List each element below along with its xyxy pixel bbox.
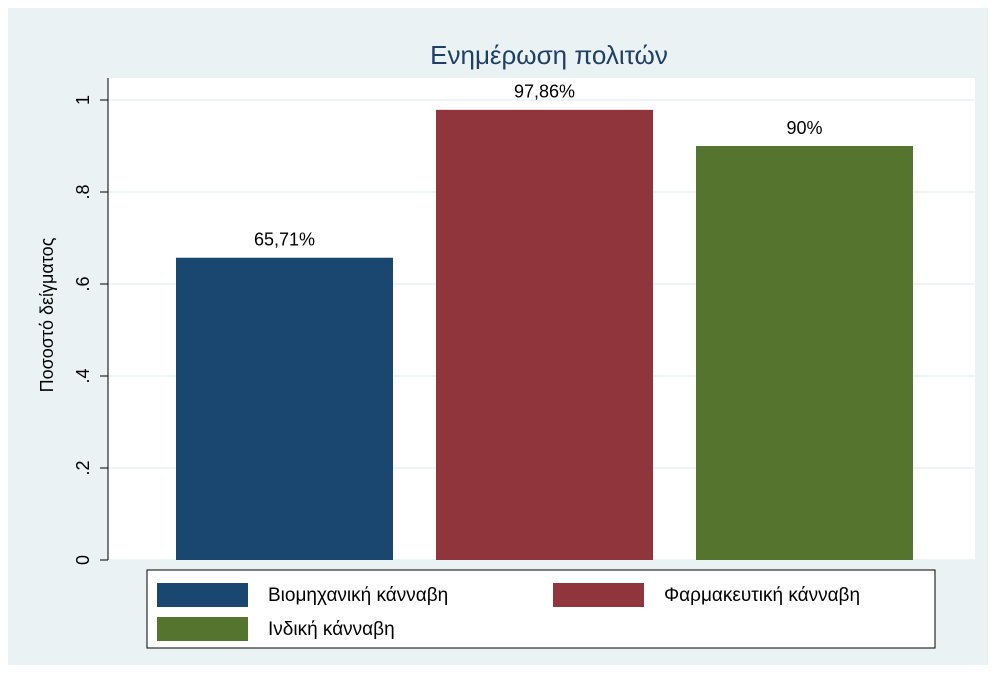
bar <box>436 109 653 561</box>
legend-swatch <box>157 617 248 641</box>
y-tick-label: 0 <box>73 555 93 565</box>
legend-label: Ινδική κάνναβη <box>268 619 395 640</box>
y-tick-label: .8 <box>73 184 93 199</box>
legend-swatch <box>157 583 248 607</box>
y-tick-label: .4 <box>73 368 93 383</box>
y-tick-label: .6 <box>73 276 93 291</box>
legend-swatch <box>553 583 644 607</box>
value-label: 97,86% <box>514 82 575 102</box>
chart-title: Ενημέρωση πολιτών <box>430 40 668 70</box>
legend-label: Φαρμακευτική κάνναβη <box>664 585 860 606</box>
legend-box <box>146 569 936 649</box>
value-label: 65,71% <box>254 229 315 249</box>
y-axis-label: Ποσοστό δείγματος <box>37 237 57 392</box>
y-tick-label: .2 <box>73 460 93 475</box>
legend-label: Βιομηχανική κάνναβη <box>268 585 448 606</box>
bar <box>696 146 913 560</box>
bar <box>176 257 393 560</box>
value-label: 90% <box>786 118 822 138</box>
y-tick-label: 1 <box>73 95 93 105</box>
